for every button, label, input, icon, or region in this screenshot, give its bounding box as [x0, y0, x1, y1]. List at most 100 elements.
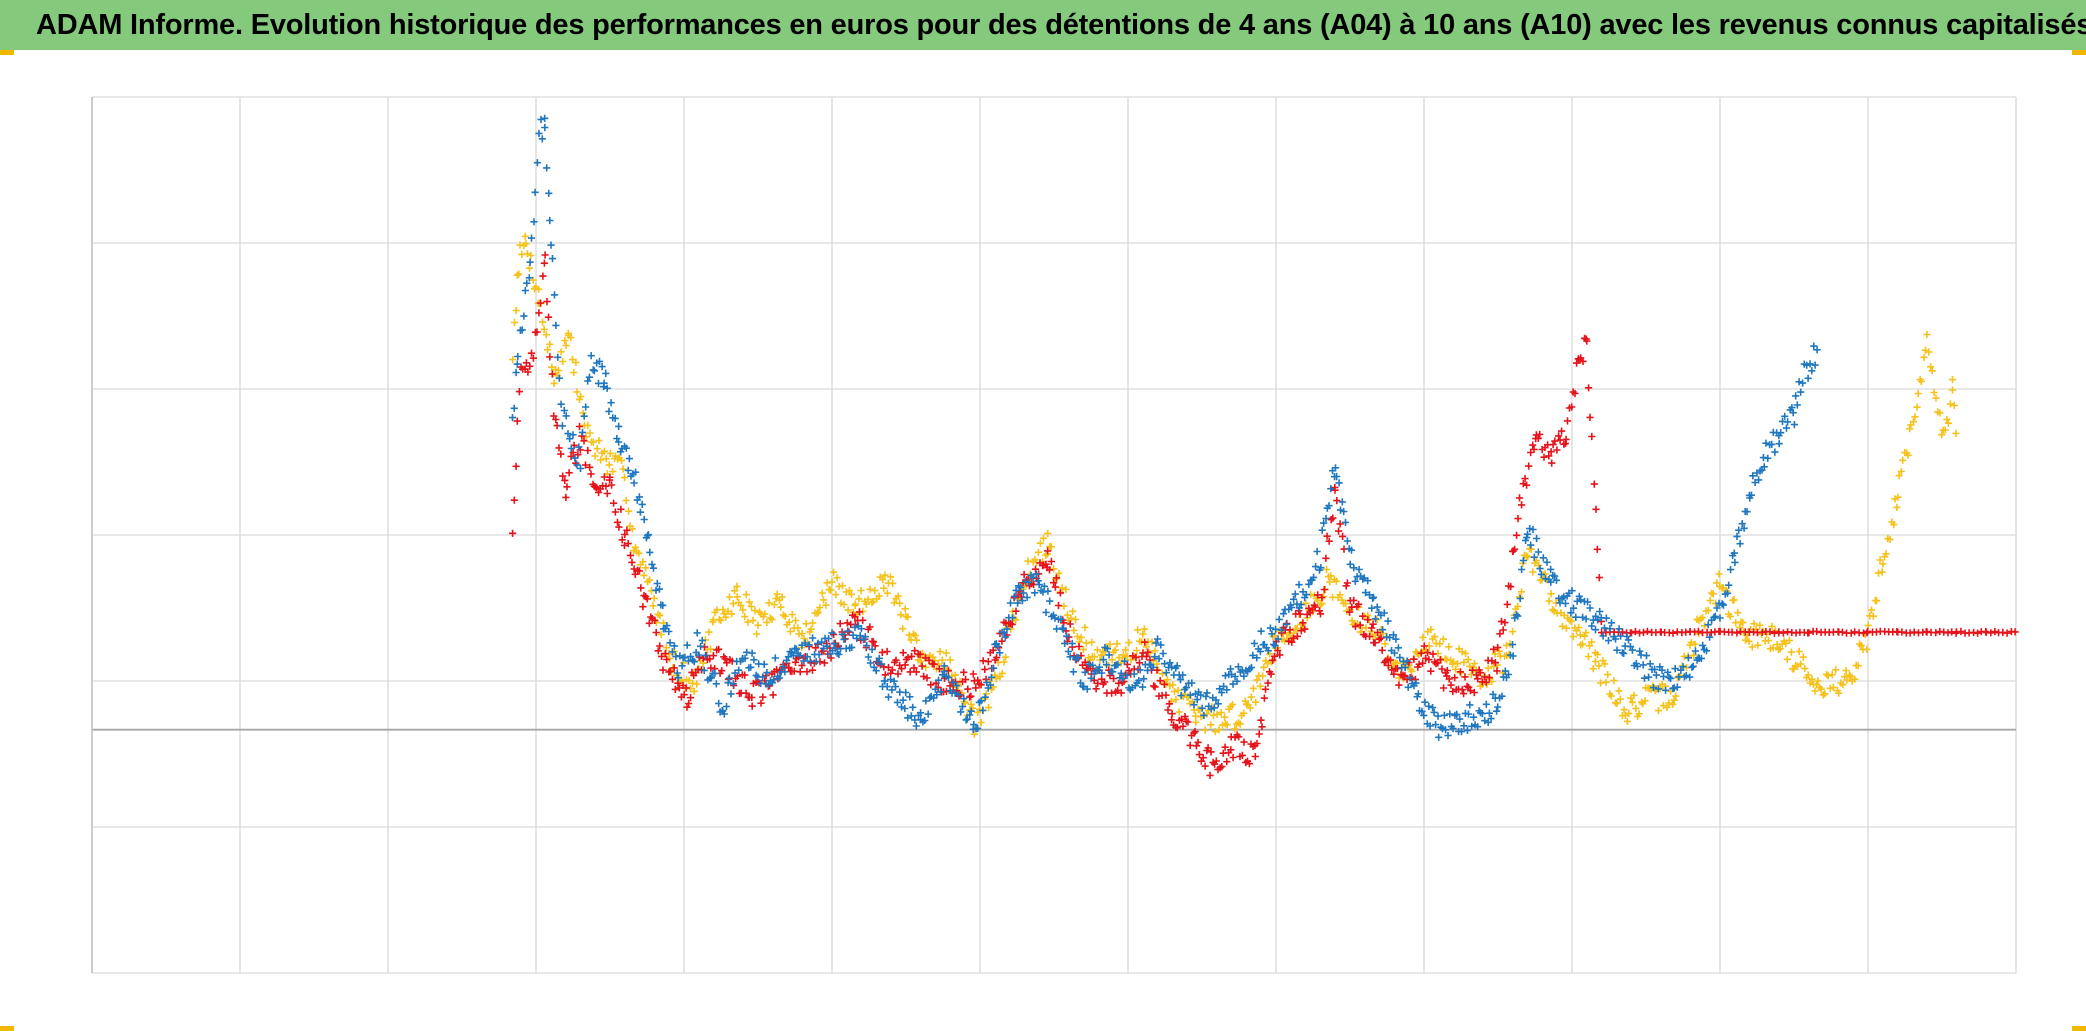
plus-marker — [1003, 625, 1011, 633]
plus-marker — [1810, 342, 1818, 350]
plus-marker — [974, 676, 982, 684]
plus-marker — [648, 560, 656, 568]
plus-marker — [1297, 601, 1305, 609]
plus-marker — [1711, 612, 1719, 620]
plus-marker — [1649, 684, 1658, 692]
plus-marker — [1797, 660, 1805, 668]
plus-marker — [620, 474, 629, 482]
plus-marker — [615, 422, 623, 430]
plus-marker — [879, 575, 887, 584]
plus-marker — [630, 479, 638, 487]
plus-marker — [1172, 696, 1180, 704]
plus-marker — [1320, 585, 1328, 594]
plus-marker — [1318, 600, 1326, 608]
plus-marker — [602, 455, 610, 463]
plus-marker — [812, 657, 820, 666]
plus-marker — [546, 353, 554, 361]
plus-marker — [693, 680, 701, 688]
plus-marker — [1804, 671, 1812, 679]
plus-marker — [644, 531, 652, 539]
plus-marker — [1632, 704, 1640, 712]
plus-marker — [1425, 702, 1433, 710]
plus-marker — [1851, 675, 1859, 683]
plus-marker — [1191, 727, 1199, 736]
plus-marker — [1468, 666, 1477, 674]
plus-marker — [966, 711, 974, 719]
plus-marker — [572, 459, 580, 467]
plus-marker — [1457, 728, 1466, 736]
plus-marker — [509, 355, 517, 364]
plus-marker — [1638, 698, 1646, 706]
plus-marker — [1658, 666, 1666, 674]
plus-marker — [1593, 545, 1601, 553]
plus-marker — [555, 366, 563, 375]
plus-marker — [1623, 632, 1631, 641]
plus-marker — [1359, 575, 1367, 583]
plus-marker — [1512, 611, 1520, 619]
plus-marker — [1795, 378, 1803, 386]
plus-marker — [550, 379, 558, 387]
plus-marker — [807, 625, 815, 633]
plus-marker — [883, 589, 891, 597]
plus-marker — [920, 672, 928, 680]
plus-marker — [1503, 600, 1511, 608]
plus-marker — [1494, 703, 1502, 711]
plus-marker — [1164, 706, 1172, 714]
plus-marker — [1886, 535, 1894, 544]
plus-marker — [1369, 620, 1377, 628]
plus-marker — [964, 685, 972, 693]
plus-marker — [967, 700, 975, 708]
plus-marker — [640, 515, 648, 524]
plus-marker — [1946, 400, 1954, 408]
plus-marker — [922, 663, 930, 671]
plus-marker — [701, 651, 710, 660]
plus-marker — [1105, 651, 1113, 659]
plus-marker — [1373, 603, 1381, 611]
plus-marker — [1814, 677, 1822, 685]
plus-marker — [1470, 713, 1478, 721]
plus-marker — [1440, 711, 1448, 719]
plus-marker — [1472, 671, 1481, 679]
plus-marker — [963, 715, 971, 723]
plus-marker — [712, 680, 720, 688]
plus-marker — [567, 334, 575, 342]
plus-marker — [863, 642, 871, 650]
corner-mark-top-right — [2072, 50, 2086, 55]
plus-marker — [792, 645, 800, 653]
plus-marker — [720, 710, 728, 718]
plus-marker — [1075, 642, 1083, 651]
plus-marker — [1790, 421, 1798, 429]
plus-marker — [510, 496, 518, 504]
plus-marker — [1453, 660, 1462, 668]
plus-marker — [1797, 388, 1805, 396]
plus-marker — [1682, 672, 1690, 680]
plus-marker — [642, 564, 650, 572]
plus-marker — [1417, 649, 1425, 657]
plus-marker — [1560, 593, 1568, 601]
plus-marker — [1093, 646, 1101, 654]
plus-marker — [1435, 733, 1443, 741]
plus-marker — [1646, 660, 1654, 668]
plus-marker — [1019, 589, 1027, 597]
plus-marker — [576, 464, 585, 473]
plus-marker — [921, 716, 929, 725]
plus-marker — [1873, 597, 1881, 605]
plus-marker — [1523, 481, 1531, 489]
plus-marker — [897, 703, 906, 711]
plus-marker — [626, 551, 635, 559]
plus-marker — [1779, 629, 1787, 637]
plus-marker — [659, 666, 667, 674]
plus-marker — [1429, 704, 1437, 712]
plus-marker — [1002, 653, 1010, 661]
plus-marker — [1689, 662, 1697, 670]
plus-marker — [1332, 577, 1340, 585]
plus-marker — [1268, 630, 1276, 638]
plus-marker — [674, 674, 682, 682]
plus-marker — [829, 568, 838, 576]
plus-marker — [1077, 633, 1085, 641]
plus-marker — [1142, 643, 1150, 651]
plus-marker — [966, 693, 974, 701]
plus-marker — [1601, 660, 1609, 668]
plus-marker — [917, 657, 925, 665]
plus-marker — [1052, 574, 1061, 582]
